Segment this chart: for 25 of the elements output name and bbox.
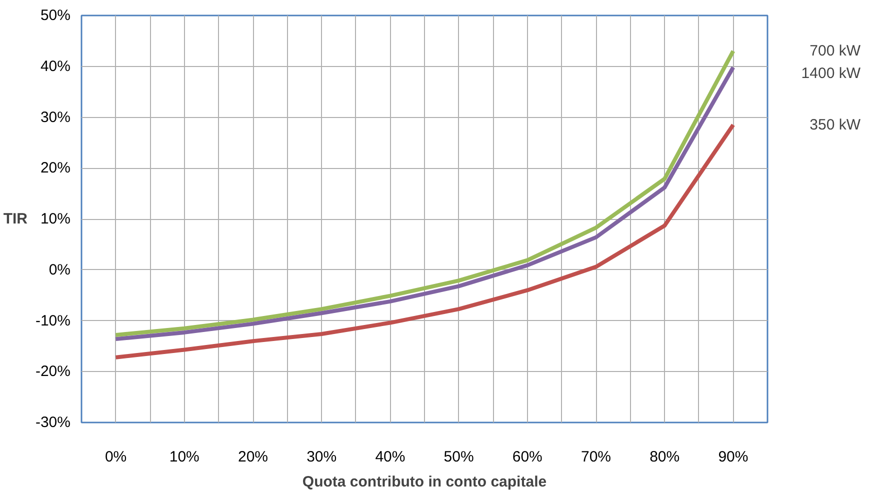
x-tick-label: 80%: [650, 448, 680, 466]
x-tick-label: 90%: [718, 448, 748, 466]
y-tick-label: 40%: [40, 58, 71, 75]
text: 1400 kW: [801, 64, 862, 82]
x-tick-label: 20%: [238, 448, 268, 466]
line-series: [114, 122, 736, 360]
y-tick-label: -10%: [35, 312, 71, 330]
y-tick-label: -20%: [35, 363, 71, 380]
y-tick-label: 10%: [40, 210, 71, 228]
x-tick-label: 40%: [375, 448, 406, 466]
x-tick-label: 60%: [512, 448, 542, 466]
text: 350 kW: [810, 116, 862, 134]
y-tick-label: 30%: [40, 108, 71, 126]
y-tick-label: 0%: [48, 261, 71, 278]
x-axis-title: Quota contributo in conto capitale: [302, 474, 547, 490]
x-tick-label: 0%: [104, 448, 127, 466]
y-tick-label: 20%: [40, 160, 71, 177]
text: 700 kW: [810, 42, 862, 60]
y-tick-label: 50%: [40, 7, 71, 24]
y-axis-title: TIR: [3, 210, 28, 228]
x-tick-label: 50%: [444, 448, 474, 466]
x-tick-label: 30%: [306, 448, 337, 466]
x-tick-label: 70%: [580, 448, 612, 466]
x-tick-label: 10%: [169, 448, 200, 466]
y-tick-label: -30%: [35, 414, 71, 431]
